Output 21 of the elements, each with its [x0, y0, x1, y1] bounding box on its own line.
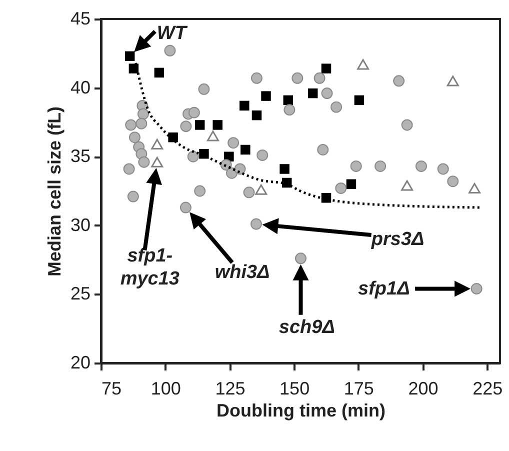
annotation: sfp1Δ	[358, 278, 410, 300]
y-tick-label: 45	[70, 8, 90, 28]
annotation: whi3Δ	[214, 262, 270, 284]
x-tick-label: 175	[344, 378, 374, 398]
x-axis-title: Doubling time (min)	[216, 400, 386, 420]
x-tick-label: 125	[215, 378, 246, 398]
x-tick-label: 150	[280, 378, 310, 398]
y-tick-label: 20	[70, 352, 90, 372]
x-tick-label: 100	[150, 378, 181, 398]
annotation: sch9Δ	[278, 317, 335, 338]
annotation: WT	[156, 22, 188, 44]
annotation: prs3Δ	[370, 229, 424, 250]
x-tick-label: 225	[472, 378, 503, 398]
y-tick-label: 30	[70, 214, 90, 235]
y-tick-label: 40	[70, 77, 90, 98]
x-tick-label: 75	[102, 378, 122, 398]
annotation: sfp1- myc13	[120, 246, 180, 290]
x-tick-label: 200	[408, 378, 438, 398]
y-axis-title: Median cell size (fL)	[44, 106, 64, 277]
y-tick-label: 35	[70, 146, 90, 166]
y-tick-label: 25	[70, 284, 90, 304]
